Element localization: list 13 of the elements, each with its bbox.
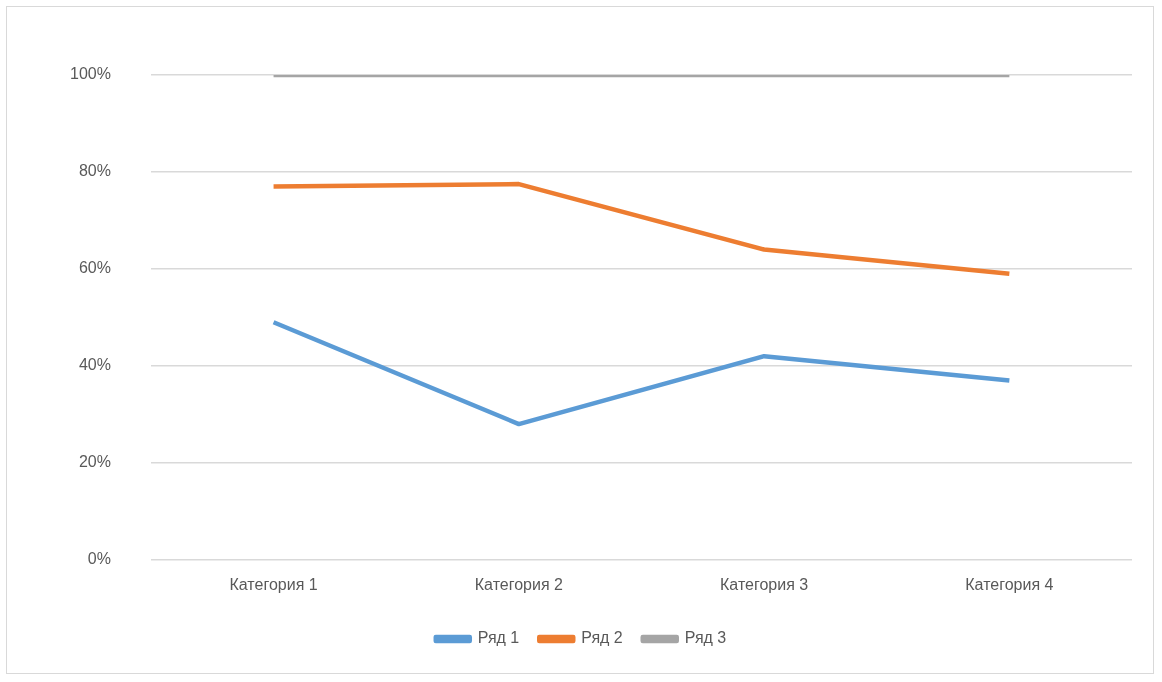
x-tick-label: Категория 3 xyxy=(720,575,809,593)
legend-label: Ряд 2 xyxy=(581,629,623,647)
y-tick-label: 80% xyxy=(78,162,111,180)
x-tick-label: Категория 2 xyxy=(474,575,563,593)
legend-label: Ряд 1 xyxy=(477,629,520,647)
x-tick-label: Категория 4 xyxy=(965,575,1054,593)
y-tick-label: 100% xyxy=(70,65,111,83)
y-tick-label: 40% xyxy=(78,356,111,374)
legend-label: Ряд 3 xyxy=(684,629,727,647)
y-tick-label: 0% xyxy=(87,550,111,568)
y-tick-label: 60% xyxy=(78,259,111,277)
y-tick-label: 20% xyxy=(78,453,111,471)
x-tick-label: Категория 1 xyxy=(229,575,318,593)
